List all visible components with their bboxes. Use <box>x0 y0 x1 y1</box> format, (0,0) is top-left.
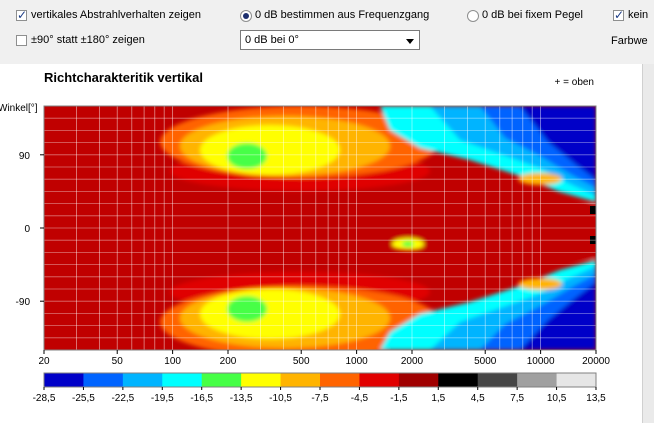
colorbar-swatch <box>477 373 518 387</box>
vertical-radiation-label: vertikales Abstrahlverhalten zeigen <box>31 9 201 21</box>
colorbar-label: -19,5 <box>151 393 174 404</box>
y-tick-label: 0 <box>24 224 30 235</box>
colorbar-label: -25,5 <box>72 393 95 404</box>
hf-axis-beam <box>380 204 596 259</box>
x-tick-label: 5000 <box>474 356 497 367</box>
lobe-upper-green <box>227 143 267 169</box>
zero-db-frequency-label: 0 dB bestimmen aus Frequenzgang <box>255 9 430 21</box>
colorbar-label: -7,5 <box>311 393 329 404</box>
orientation-note: + = oben <box>555 77 594 88</box>
colorbar-swatch <box>122 373 163 387</box>
x-tick-label: 20000 <box>582 356 610 367</box>
spot-lower-amber <box>518 278 562 290</box>
colorbar-label: -4,5 <box>351 393 369 404</box>
colorbar-label: -16,5 <box>190 393 213 404</box>
hf-upper-darkblue <box>520 106 596 180</box>
y-tick-label: 90 <box>19 151 31 162</box>
colorbar-label: -13,5 <box>230 393 253 404</box>
colorbar-swatch <box>438 373 479 387</box>
colorbar-swatch <box>201 373 242 387</box>
x-tick-labels: 20 50 100 200 500 1000 2000 5000 10000 20000 <box>38 350 610 367</box>
colorbar-swatch <box>359 373 400 387</box>
colorbar-swatch <box>83 373 124 387</box>
x-tick-label: 2000 <box>401 356 424 367</box>
x-tick-label: 50 <box>112 356 124 367</box>
lobe-upper-yellow <box>200 125 340 175</box>
x-tick-label: 20 <box>38 356 50 367</box>
right-partial-checkbox[interactable] <box>613 8 624 22</box>
colorbar-swatch <box>398 373 439 387</box>
colorbar-label: 10,5 <box>547 393 567 404</box>
edge-mark-lower <box>590 236 596 244</box>
colorbar-label: -22,5 <box>111 393 134 404</box>
colorbar-swatch <box>162 373 203 387</box>
colorbar-swatch <box>280 373 321 387</box>
x-tick-label: 1000 <box>345 356 368 367</box>
zero-db-frequency-radio[interactable] <box>240 10 252 22</box>
colorbar-swatch <box>44 373 84 387</box>
y-tick-labels: 90 0 -90 <box>16 151 44 308</box>
zero-db-reference-dropdown[interactable]: 0 dB bei 0° <box>240 30 420 50</box>
colorbar <box>43 372 597 388</box>
x-tick-label: 100 <box>164 356 181 367</box>
colorbar-label: 1,5 <box>431 393 445 404</box>
colorbar-label: 7,5 <box>510 393 524 404</box>
spot-upper-amber <box>518 173 562 185</box>
color-values-label: Farbwe <box>611 35 648 47</box>
x-tick-label: 10000 <box>527 356 555 367</box>
plot-gridlines <box>43 105 597 351</box>
y-tick-label: -90 <box>16 297 31 308</box>
colorbar-label: 4,5 <box>471 393 485 404</box>
zero-db-fixed-radio[interactable] <box>467 10 479 22</box>
vertical-radiation-checkbox[interactable] <box>16 8 27 22</box>
vertical-scrollbar[interactable] <box>642 64 654 423</box>
colorbar-label: -1,5 <box>390 393 408 404</box>
colorbar-labels: -28,5 -25,5 -22,5 -19,5 -16,5 -13,5 -10,5 -7,5 -… <box>33 387 606 404</box>
hf-lower-darkblue <box>520 282 596 350</box>
colorbar-label: 13,5 <box>586 393 606 404</box>
edge-mark-upper <box>590 206 596 214</box>
directivity-chart: Richtcharakteritik vertikal + = oben Win… <box>0 64 642 423</box>
colorbar-swatch <box>320 373 360 387</box>
colorbar-label: -28,5 <box>33 393 56 404</box>
zero-db-fixed-label: 0 dB bei fixem Pegel <box>482 9 583 21</box>
range-90-checkbox[interactable] <box>16 35 27 46</box>
y-axis-label: Winkel[°] <box>0 103 38 114</box>
colorbar-swatch <box>241 373 282 387</box>
heatmap-area <box>44 106 596 350</box>
right-partial-label: kein <box>628 9 649 21</box>
options-toolbar: vertikales Abstrahlverhalten zeigen ±90°… <box>0 0 654 65</box>
range-90-label: ±90° statt ±180° zeigen <box>31 34 145 46</box>
chart-title: Richtcharakteritik vertikal <box>44 70 203 85</box>
colorbar-label: -10,5 <box>269 393 292 404</box>
x-tick-label: 200 <box>220 356 237 367</box>
colorbar-swatch <box>517 373 558 387</box>
colorbar-swatch <box>556 373 597 387</box>
x-tick-label: 500 <box>293 356 310 367</box>
dropdown-value: 0 dB bei 0° <box>245 34 299 46</box>
chevron-down-icon <box>406 39 414 44</box>
lobe-lower-green <box>227 296 267 322</box>
lobe-lower-yellow <box>200 289 340 339</box>
spot-green <box>402 241 414 247</box>
